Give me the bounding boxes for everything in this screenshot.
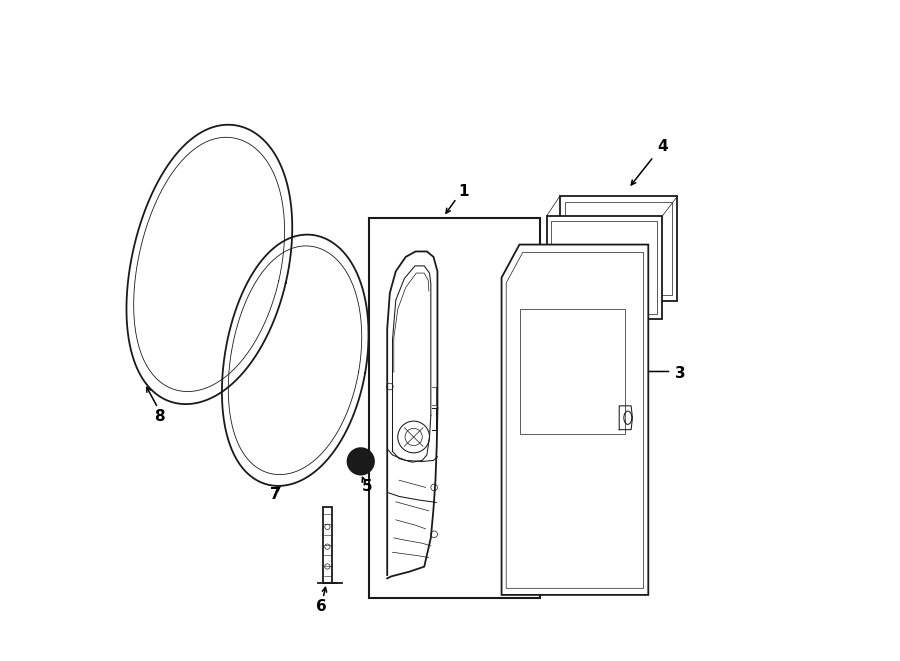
Text: 2: 2: [548, 563, 559, 577]
FancyBboxPatch shape: [560, 196, 678, 301]
Text: 4: 4: [658, 139, 668, 154]
Text: 5: 5: [362, 479, 373, 494]
Text: 3: 3: [675, 366, 685, 381]
Bar: [520, 309, 625, 434]
Bar: [565, 202, 672, 295]
Bar: [551, 221, 657, 314]
Bar: [369, 218, 540, 598]
Bar: [323, 507, 332, 583]
Text: 1: 1: [458, 184, 469, 199]
Bar: [516, 305, 628, 438]
Text: 6: 6: [316, 600, 327, 614]
Polygon shape: [501, 245, 648, 595]
Bar: [546, 216, 662, 319]
Circle shape: [352, 453, 369, 470]
Circle shape: [347, 448, 374, 475]
Text: 7: 7: [269, 487, 280, 502]
Text: 8: 8: [154, 409, 165, 424]
